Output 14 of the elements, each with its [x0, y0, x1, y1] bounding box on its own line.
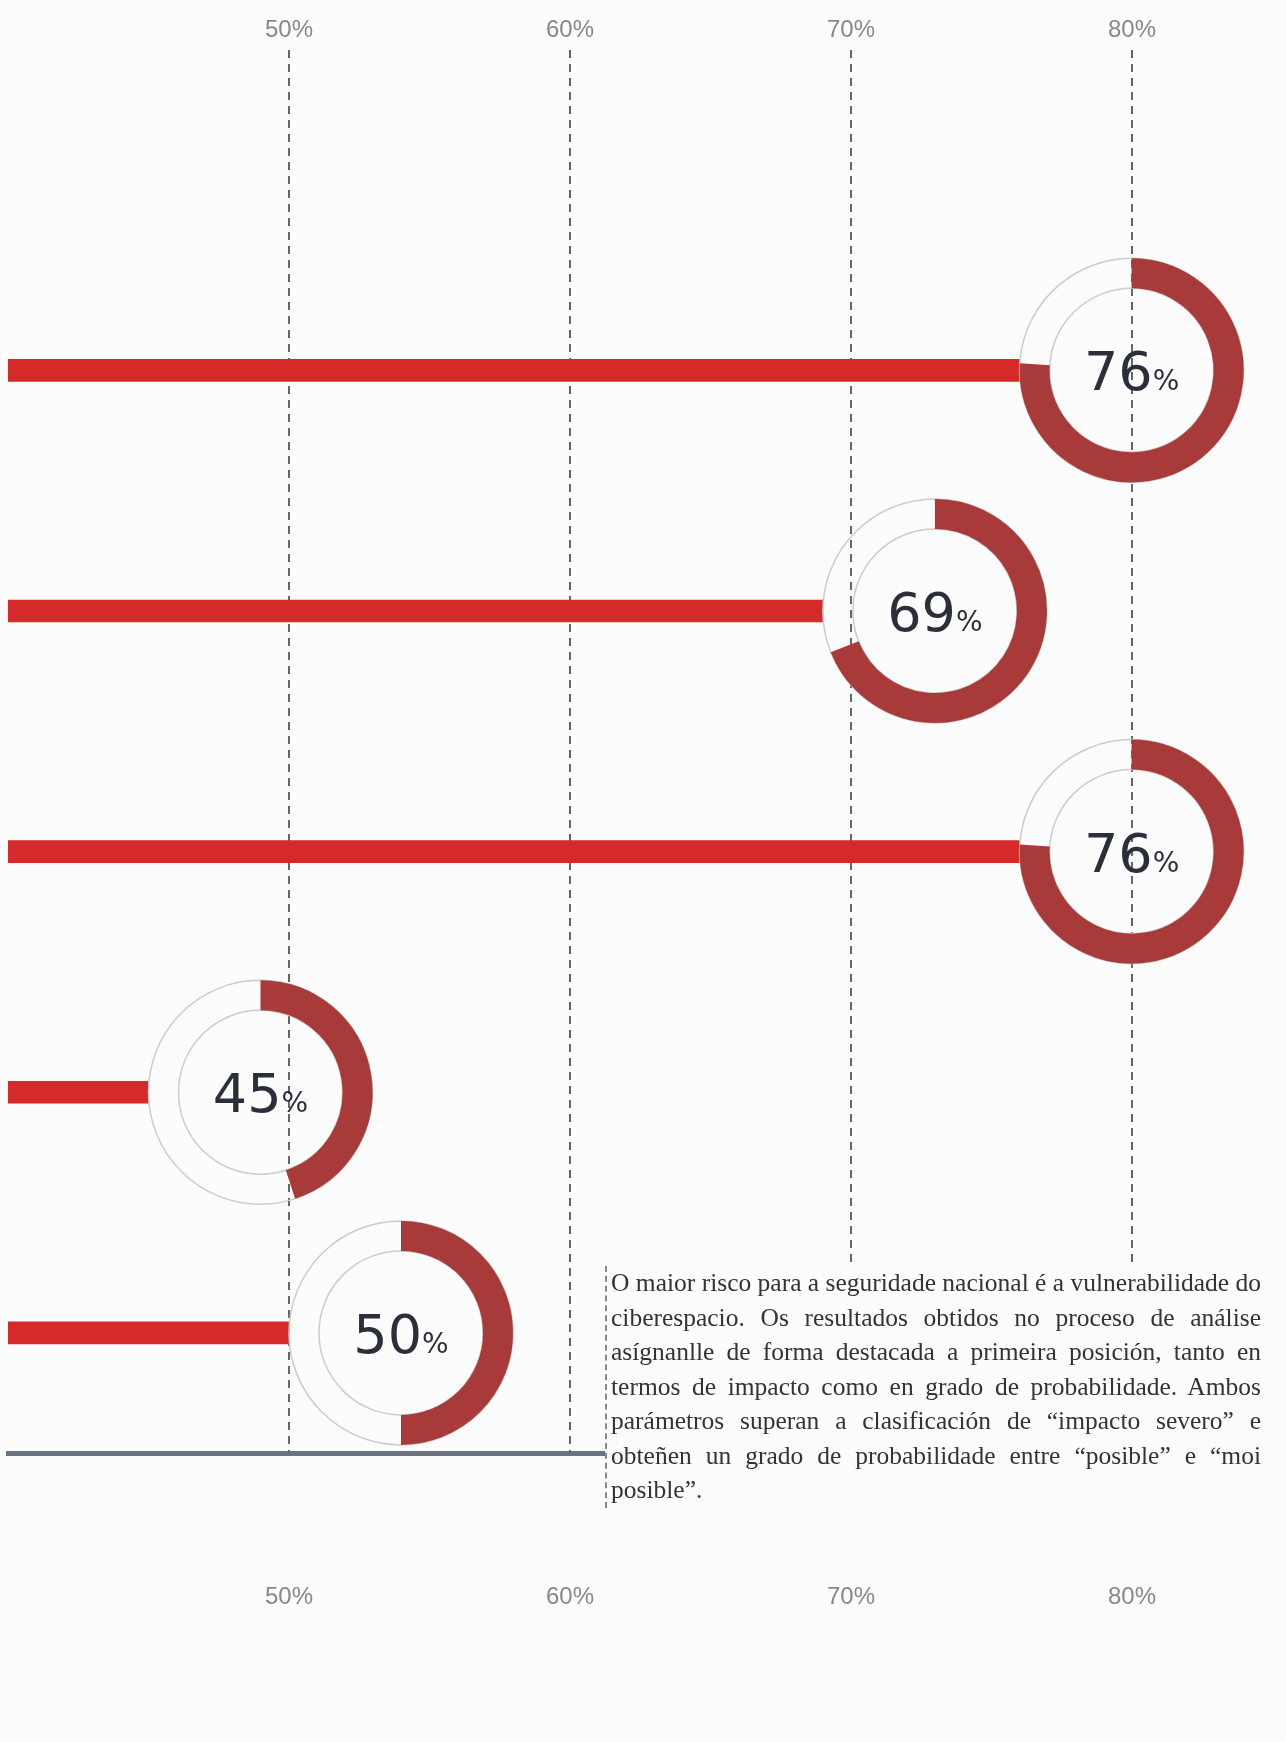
- data-label: 69%: [887, 580, 983, 644]
- data-label: 45%: [212, 1062, 309, 1126]
- x2-tick-label: 50%: [264, 14, 314, 42]
- x2-tick-label: 60%: [545, 14, 595, 42]
- annotation: O maior risco para a seguridade nacional é a vulnerabilidade do ciberespacio. Os resultados obtidos no proceso de análise asígnanlle de forma destacada a primeira posición, tanto en termos de impacto como en grado de probabilidade. Ambos parámetros superan a clasificación de “impacto severo” e obteñen un grado de probabilidade entre “posible” e “moi posible”.: [605, 1266, 1261, 1508]
- x-tick-label: 70%: [826, 1582, 876, 1610]
- x2-tick-label: 70%: [826, 14, 876, 42]
- x-tick-label: 50%: [264, 1582, 314, 1610]
- data-label: 76%: [1083, 821, 1180, 885]
- x-tick-label: 80%: [1107, 1582, 1157, 1610]
- data-label: 76%: [1083, 340, 1180, 404]
- x-tick-label: 60%: [545, 1582, 595, 1610]
- x2-tick-label: 80%: [1107, 14, 1157, 42]
- data-label: 50%: [353, 1302, 449, 1366]
